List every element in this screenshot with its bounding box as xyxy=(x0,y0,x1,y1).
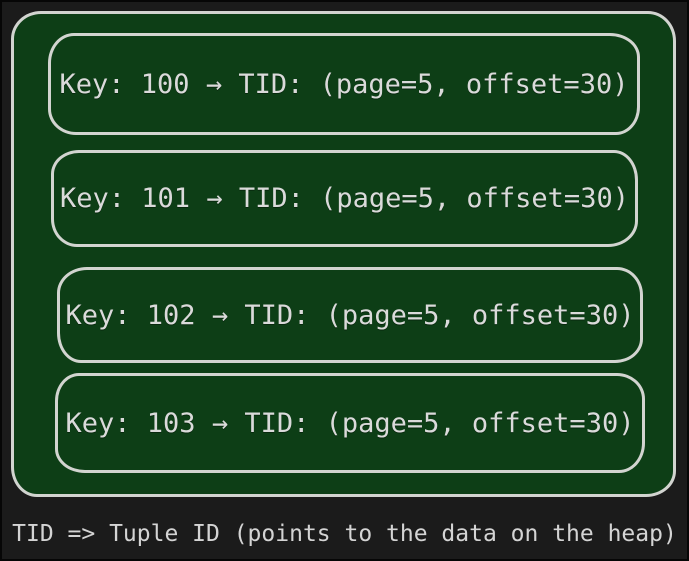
index-entry-label: Key: 103 → TID: (page=5, offset=30) xyxy=(65,407,635,439)
index-entry: Key: 103 → TID: (page=5, offset=30) xyxy=(55,373,645,473)
index-entry-label: Key: 101 → TID: (page=5, offset=30) xyxy=(60,183,629,214)
tid-legend-caption: TID => Tuple ID (points to the data on t… xyxy=(12,521,677,547)
index-entry: Key: 101 → TID: (page=5, offset=30) xyxy=(51,150,638,247)
index-entry: Key: 100 → TID: (page=5, offset=30) xyxy=(48,33,640,135)
index-entry-label: Key: 100 → TID: (page=5, offset=30) xyxy=(59,68,629,100)
index-entry: Key: 102 → TID: (page=5, offset=30) xyxy=(57,267,643,363)
index-node-panel xyxy=(11,11,676,497)
index-entry-label: Key: 102 → TID: (page=5, offset=30) xyxy=(65,299,635,331)
